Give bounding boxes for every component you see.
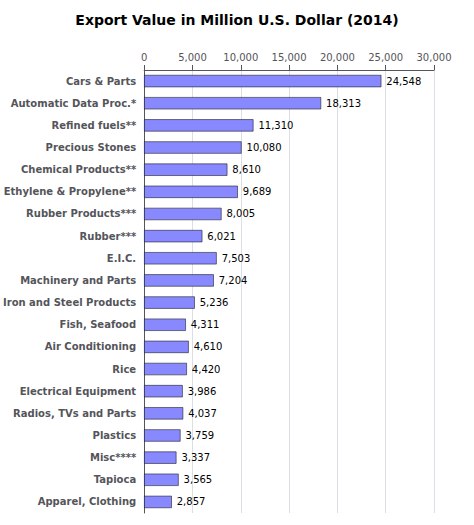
svg-text:30,000: 30,000 [417, 52, 452, 63]
svg-text:9,689: 9,689 [243, 186, 272, 197]
svg-text:Refined fuels**: Refined fuels** [52, 120, 137, 131]
svg-text:10,000: 10,000 [223, 52, 258, 63]
svg-text:25,000: 25,000 [368, 52, 403, 63]
svg-text:Ethylene & Propylene**: Ethylene & Propylene** [4, 186, 137, 197]
svg-text:4,610: 4,610 [194, 341, 223, 352]
svg-text:Chemical Products**: Chemical Products** [21, 164, 137, 175]
svg-text:Electrical Equipment: Electrical Equipment [20, 386, 137, 397]
svg-text:7,204: 7,204 [219, 275, 248, 286]
svg-text:2,857: 2,857 [177, 496, 206, 507]
svg-text:11,310: 11,310 [258, 120, 293, 131]
svg-text:7,503: 7,503 [222, 253, 251, 264]
svg-text:3,986: 3,986 [188, 386, 217, 397]
svg-text:Apparel, Clothing: Apparel, Clothing [38, 496, 136, 507]
svg-text:10,080: 10,080 [247, 142, 282, 153]
svg-text:6,021: 6,021 [207, 231, 236, 242]
svg-text:Machinery and Parts: Machinery and Parts [20, 275, 136, 286]
svg-text:3,337: 3,337 [181, 452, 210, 463]
svg-text:E.I.C.: E.I.C. [107, 253, 136, 264]
svg-text:Rice: Rice [112, 364, 136, 375]
svg-text:Plastics: Plastics [93, 430, 137, 441]
svg-text:Iron and Steel Products: Iron and Steel Products [3, 297, 136, 308]
svg-text:Export Value in Million U.S. D: Export Value in Million U.S. Dollar (201… [75, 12, 398, 28]
svg-text:Rubber Products***: Rubber Products*** [26, 208, 137, 219]
svg-text:5,000: 5,000 [178, 52, 207, 63]
svg-text:Rubber***: Rubber*** [80, 231, 137, 242]
svg-text:Cars & Parts: Cars & Parts [66, 76, 136, 87]
svg-text:8,005: 8,005 [226, 208, 255, 219]
svg-text:8,610: 8,610 [232, 164, 261, 175]
svg-text:4,037: 4,037 [188, 408, 217, 419]
svg-text:Automatic Data Proc.*: Automatic Data Proc.* [11, 98, 137, 109]
svg-text:18,313: 18,313 [326, 98, 361, 109]
svg-text:Misc****: Misc**** [90, 452, 137, 463]
svg-text:3,565: 3,565 [184, 474, 213, 485]
svg-text:Air Conditioning: Air Conditioning [45, 341, 136, 352]
svg-text:4,420: 4,420 [192, 364, 221, 375]
svg-text:Precious Stones: Precious Stones [46, 142, 137, 153]
svg-text:5,236: 5,236 [200, 297, 229, 308]
svg-text:0: 0 [141, 52, 147, 63]
svg-text:20,000: 20,000 [320, 52, 355, 63]
svg-text:24,548: 24,548 [386, 76, 421, 87]
svg-text:3,759: 3,759 [185, 430, 214, 441]
svg-text:4,311: 4,311 [191, 319, 220, 330]
svg-text:Fish, Seafood: Fish, Seafood [60, 319, 137, 330]
svg-text:15,000: 15,000 [272, 52, 307, 63]
svg-text:Radios, TVs and Parts: Radios, TVs and Parts [13, 408, 136, 419]
svg-text:Tapioca: Tapioca [94, 474, 136, 485]
